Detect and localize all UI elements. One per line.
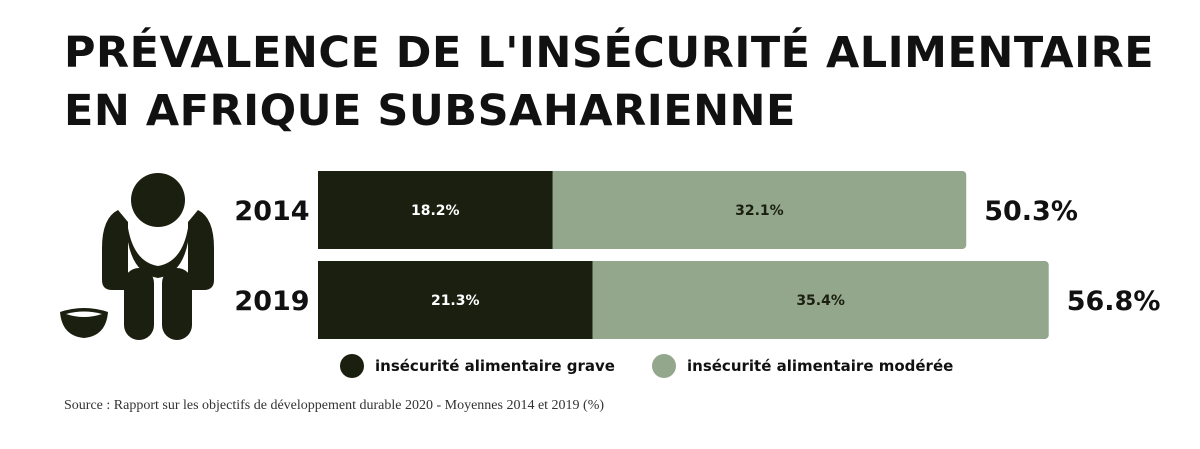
source-note: Source : Rapport sur les objectifs de dé…: [64, 398, 605, 413]
bar-severe-2014: [318, 171, 553, 249]
legend-label-severe: insécurité alimentaire grave: [375, 357, 615, 375]
data-label-moderate-2019: 35.4%: [796, 293, 845, 309]
legend-label-moderate: insécurité alimentaire modérée: [687, 357, 954, 375]
person-hunger-with-bowl-icon: [60, 173, 214, 340]
legend-swatch-moderate: [652, 354, 676, 378]
total-label-2019: 56.8%: [1067, 286, 1161, 317]
legend-item-moderate: insécurité alimentaire modérée: [652, 352, 953, 380]
data-label-moderate-2014: 32.1%: [735, 203, 784, 219]
legend-swatch-severe: [340, 354, 364, 378]
chart-title: PRÉVALENCE DE L'INSÉCURITÉ ALIMENTAIRE E…: [64, 24, 1164, 140]
data-label-severe-2014: 18.2%: [411, 203, 460, 219]
chart-title-line-1: PRÉVALENCE DE L'INSÉCURITÉ ALIMENTAIRE: [64, 28, 1155, 78]
legend-item-severe: insécurité alimentaire grave: [340, 352, 615, 380]
chart-title-line-2: EN AFRIQUE SUBSAHARIENNE: [64, 86, 796, 136]
data-label-severe-2019: 21.3%: [431, 293, 480, 309]
total-label-2014: 50.3%: [984, 196, 1078, 227]
bar-severe-2019: [318, 261, 593, 339]
category-label-2019: 2019: [234, 286, 309, 317]
category-label-2014: 2014: [234, 196, 309, 227]
